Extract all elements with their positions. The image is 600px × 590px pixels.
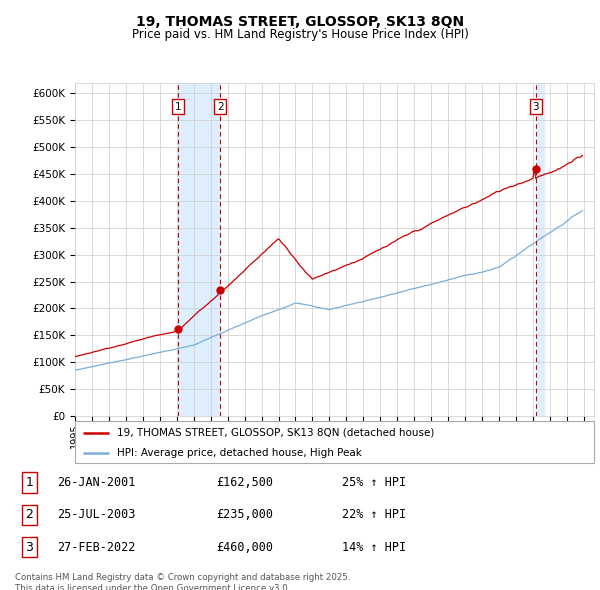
Text: 3: 3	[532, 102, 539, 112]
Text: 26-JAN-2001: 26-JAN-2001	[57, 476, 136, 489]
Text: 1: 1	[25, 476, 34, 489]
Text: 25% ↑ HPI: 25% ↑ HPI	[342, 476, 406, 489]
Text: 1: 1	[175, 102, 181, 112]
Text: Price paid vs. HM Land Registry's House Price Index (HPI): Price paid vs. HM Land Registry's House …	[131, 28, 469, 41]
Text: 19, THOMAS STREET, GLOSSOP, SK13 8QN: 19, THOMAS STREET, GLOSSOP, SK13 8QN	[136, 15, 464, 29]
Text: 2: 2	[25, 508, 34, 522]
Text: HPI: Average price, detached house, High Peak: HPI: Average price, detached house, High…	[116, 448, 361, 457]
Text: 14% ↑ HPI: 14% ↑ HPI	[342, 540, 406, 554]
Text: Contains HM Land Registry data © Crown copyright and database right 2025.
This d: Contains HM Land Registry data © Crown c…	[15, 573, 350, 590]
Text: £460,000: £460,000	[216, 540, 273, 554]
Bar	[536, 83, 544, 416]
Text: 19, THOMAS STREET, GLOSSOP, SK13 8QN (detached house): 19, THOMAS STREET, GLOSSOP, SK13 8QN (de…	[116, 428, 434, 438]
Text: 2: 2	[217, 102, 223, 112]
Text: £162,500: £162,500	[216, 476, 273, 489]
Text: 3: 3	[25, 540, 34, 554]
Text: £235,000: £235,000	[216, 508, 273, 522]
Bar	[178, 83, 220, 416]
Text: 27-FEB-2022: 27-FEB-2022	[57, 540, 136, 554]
Text: 25-JUL-2003: 25-JUL-2003	[57, 508, 136, 522]
Text: 22% ↑ HPI: 22% ↑ HPI	[342, 508, 406, 522]
